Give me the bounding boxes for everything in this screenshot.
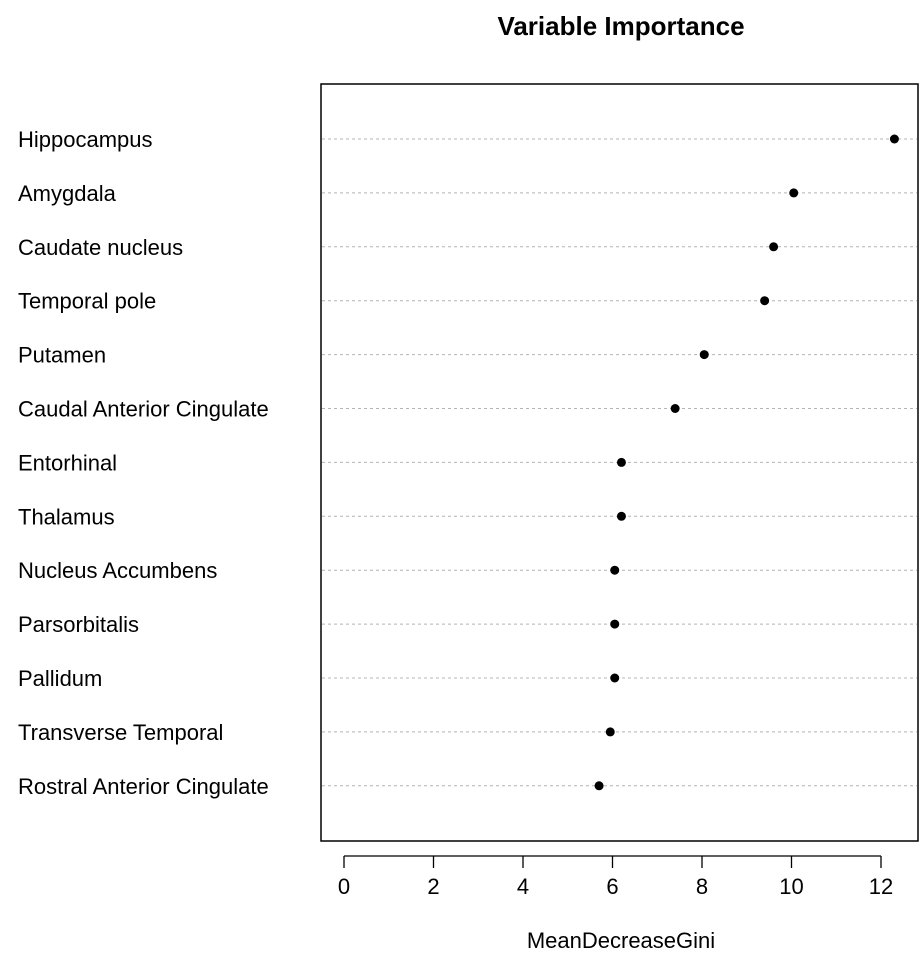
point-temporal-pole [760, 296, 770, 306]
point-thalamus [616, 511, 626, 521]
point-entorhinal [616, 457, 626, 467]
x-tick-label-8: 8 [696, 874, 708, 899]
point-hippocampus [889, 134, 899, 144]
point-pallidum [610, 673, 620, 683]
x-tick-label-12: 12 [869, 874, 893, 899]
y-label-entorhinal: Entorhinal [18, 450, 117, 475]
y-label-caudal-anterior-cingulate: Caudal Anterior Cingulate [18, 397, 269, 422]
point-nucleus-accumbens [610, 565, 620, 575]
y-label-parsorbitalis: Parsorbitalis [18, 612, 139, 637]
point-amygdala [789, 188, 799, 198]
plot-frame [320, 83, 919, 842]
point-caudal-anterior-cingulate [670, 404, 680, 413]
y-label-transverse-temporal: Transverse Temporal [18, 720, 223, 745]
point-rostral-anterior-cingulate [594, 781, 604, 791]
point-transverse-temporal [605, 727, 615, 737]
y-label-putamen: Putamen [18, 343, 106, 368]
y-label-hippocampus: Hippocampus [18, 127, 153, 152]
y-label-rostral-anterior-cingulate: Rostral Anterior Cingulate [18, 774, 269, 799]
y-label-thalamus: Thalamus [18, 504, 115, 529]
point-putamen [699, 350, 709, 360]
x-tick-label-4: 4 [517, 874, 529, 899]
chart-title: Variable Importance [497, 11, 744, 41]
y-label-nucleus-accumbens: Nucleus Accumbens [18, 558, 217, 583]
x-tick-label-6: 6 [606, 874, 618, 899]
y-label-pallidum: Pallidum [18, 666, 102, 691]
x-tick-label-2: 2 [427, 874, 439, 899]
y-axis-labels: Hippocampus Amygdala Caudate nucleus Tempor… [18, 127, 269, 799]
x-axis: 0 2 4 6 8 10 12 [338, 855, 893, 899]
x-axis-label: MeanDecreaseGini [527, 928, 715, 953]
x-tick-label-10: 10 [779, 874, 803, 899]
y-label-temporal-pole: Temporal pole [18, 289, 156, 314]
data-points [594, 134, 899, 791]
y-label-amygdala: Amygdala [18, 181, 117, 206]
x-tick-label-0: 0 [338, 874, 350, 899]
point-parsorbitalis [610, 619, 620, 629]
y-label-caudate-nucleus: Caudate nucleus [18, 235, 183, 260]
point-caudate-nucleus [769, 242, 779, 252]
